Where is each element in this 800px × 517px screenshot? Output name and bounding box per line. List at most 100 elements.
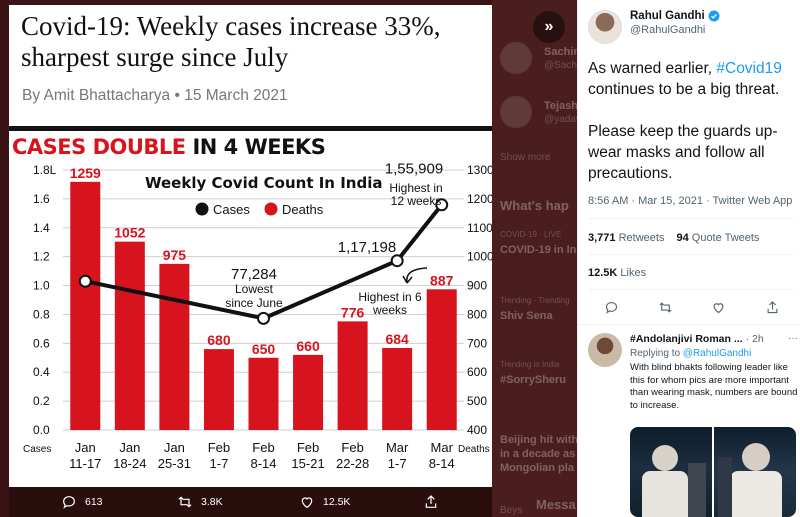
x-tick-label: 11-17 <box>69 456 101 471</box>
heart-icon[interactable] <box>711 300 726 315</box>
bar-value-label: 975 <box>163 247 187 263</box>
legend-swatch-cases <box>195 202 209 216</box>
reply-body: #Andolanjivi Roman ... · 2h ··· Replying… <box>630 333 800 412</box>
annotation-arrow <box>406 267 428 283</box>
left-axis-tick-label: 1.0 <box>33 279 50 293</box>
annotation-note: Lowest <box>235 282 274 296</box>
left-axis-tick-label: 1.6 <box>33 192 50 206</box>
background-avatar <box>500 42 532 74</box>
annotation-arrowhead <box>402 275 413 284</box>
x-tick-label: Mar <box>386 440 409 455</box>
left-axis-tick-label: 0.0 <box>33 423 50 437</box>
line-cases <box>84 203 444 321</box>
reply-time[interactable]: · 2h <box>745 333 764 345</box>
person-figure <box>652 445 678 471</box>
media-reply-count: 613 <box>85 496 103 508</box>
tweet-timestamp[interactable]: 8:56 AM · Mar 15, 2021 · Twitter Web App <box>588 195 793 207</box>
tweet-author[interactable]: Rahul Gandhi @RahulGandhi <box>588 10 720 44</box>
right-axis-tick-label: 700 <box>467 336 487 350</box>
annotation-value: 1,55,909 <box>385 162 443 177</box>
retweets-count: 3,771 <box>588 232 616 244</box>
media-share-button[interactable] <box>423 494 439 510</box>
author-name[interactable]: Rahul Gandhi <box>630 10 705 22</box>
avatar[interactable] <box>588 10 622 44</box>
share-icon[interactable] <box>765 300 780 315</box>
replying-to-label: Replying to <box>630 348 683 359</box>
x-tick-label: 15-21 <box>291 456 324 471</box>
retweet-icon <box>178 496 192 508</box>
x-tick-label: 25-31 <box>158 456 191 471</box>
left-axis-tick-label: 0.6 <box>33 336 50 350</box>
expand-panel-button[interactable]: » <box>533 11 565 43</box>
right-axis-tick-label: 600 <box>467 365 487 379</box>
quotes-label: Quote Tweets <box>691 232 760 244</box>
media-reply-button[interactable]: 613 <box>61 494 103 510</box>
author-handle[interactable]: @RahulGandhi <box>630 24 706 36</box>
background-text: Shiv Sena <box>500 310 553 322</box>
background-text: Sachin <box>544 46 581 58</box>
replying-to-handle[interactable]: @RahulGandhi <box>682 348 752 359</box>
bar-value-label: 887 <box>430 272 454 288</box>
person-figure <box>688 463 706 517</box>
quote-tweets-stat[interactable]: 94 Quote Tweets <box>676 232 759 244</box>
retweet-icon[interactable] <box>658 300 673 315</box>
tweet-text-part: As warned earlier, <box>588 60 717 77</box>
bar-value-label: 1052 <box>114 225 145 241</box>
bar-deaths <box>248 357 279 430</box>
background-text: Tejash <box>544 100 579 112</box>
quotes-count: 94 <box>676 232 689 244</box>
right-axis-tick-label: 1100 <box>467 221 492 235</box>
bar-deaths <box>382 347 413 430</box>
left-axis-tick-label: 0.4 <box>33 365 50 379</box>
point-cases <box>435 198 449 212</box>
reply-author-name[interactable]: #Andolanjivi Roman ... <box>630 333 743 345</box>
background-avatar <box>500 96 532 128</box>
more-options-icon[interactable]: ··· <box>788 333 798 344</box>
x-tick-label: 22-28 <box>336 456 369 471</box>
media-retweet-button[interactable]: 3.8K <box>177 494 223 510</box>
background-text: #SorrySheru <box>500 374 567 386</box>
likes-stat[interactable]: 12.5K Likes <box>588 267 646 279</box>
legend-label-cases: Cases <box>213 202 250 217</box>
reply-photos[interactable] <box>630 427 796 517</box>
legend-swatch-deaths <box>264 202 278 216</box>
weekly-covid-chart: 0.0 0.2 0.4 0.6 0.8 1.0 1.2 1.4 1.6 1.8L 400 500 600… <box>23 162 492 471</box>
reply-icon <box>63 496 75 509</box>
point-cases <box>390 254 404 268</box>
background-text: Beys <box>500 505 523 516</box>
media-like-button[interactable]: 12.5K <box>299 494 350 510</box>
reply-icon[interactable] <box>604 300 619 315</box>
reply-photo[interactable] <box>714 427 796 517</box>
person-figure <box>730 471 782 517</box>
left-axis-label: Cases <box>23 444 51 455</box>
annotation-value: 1,17,198 <box>338 239 396 256</box>
retweets-stat[interactable]: 3,771 Retweets <box>588 232 664 244</box>
x-tick-label: 8-14 <box>250 456 276 471</box>
share-icon <box>425 495 437 508</box>
bar-deaths <box>114 241 145 430</box>
background-text: @yadav <box>544 114 581 125</box>
likes-label: Likes <box>620 267 647 279</box>
x-tick-label: Jan <box>75 440 96 455</box>
likes-count: 12.5K <box>588 267 618 279</box>
tweet-media-image[interactable]: Covid-19: Weekly cases increase 33%, sha… <box>9 5 492 487</box>
graphic-top-rule <box>9 126 492 131</box>
bar-value-label: 776 <box>341 304 365 320</box>
annotation-note: weeks <box>372 303 407 317</box>
background-text: COVID-19 · LIVE <box>500 230 562 239</box>
bar-value-label: 684 <box>385 331 409 347</box>
point-cases <box>257 311 270 325</box>
divider <box>588 254 794 255</box>
reply-photo[interactable] <box>630 427 712 517</box>
tweet-text: As warned earlier, #Covid19 continues to… <box>588 58 794 205</box>
background-text: @Sach <box>544 60 577 71</box>
hashtag-link[interactable]: #Covid19 <box>716 60 782 77</box>
person-figure <box>742 443 770 471</box>
right-axis-tick-label: 500 <box>467 394 487 408</box>
avatar[interactable] <box>588 333 622 367</box>
annotation-note: 12 weeks <box>391 194 442 208</box>
background-text: Messa <box>536 497 576 512</box>
left-axis-tick-label: 1.8L <box>33 163 57 177</box>
person-figure <box>642 471 688 517</box>
divider <box>578 324 800 325</box>
